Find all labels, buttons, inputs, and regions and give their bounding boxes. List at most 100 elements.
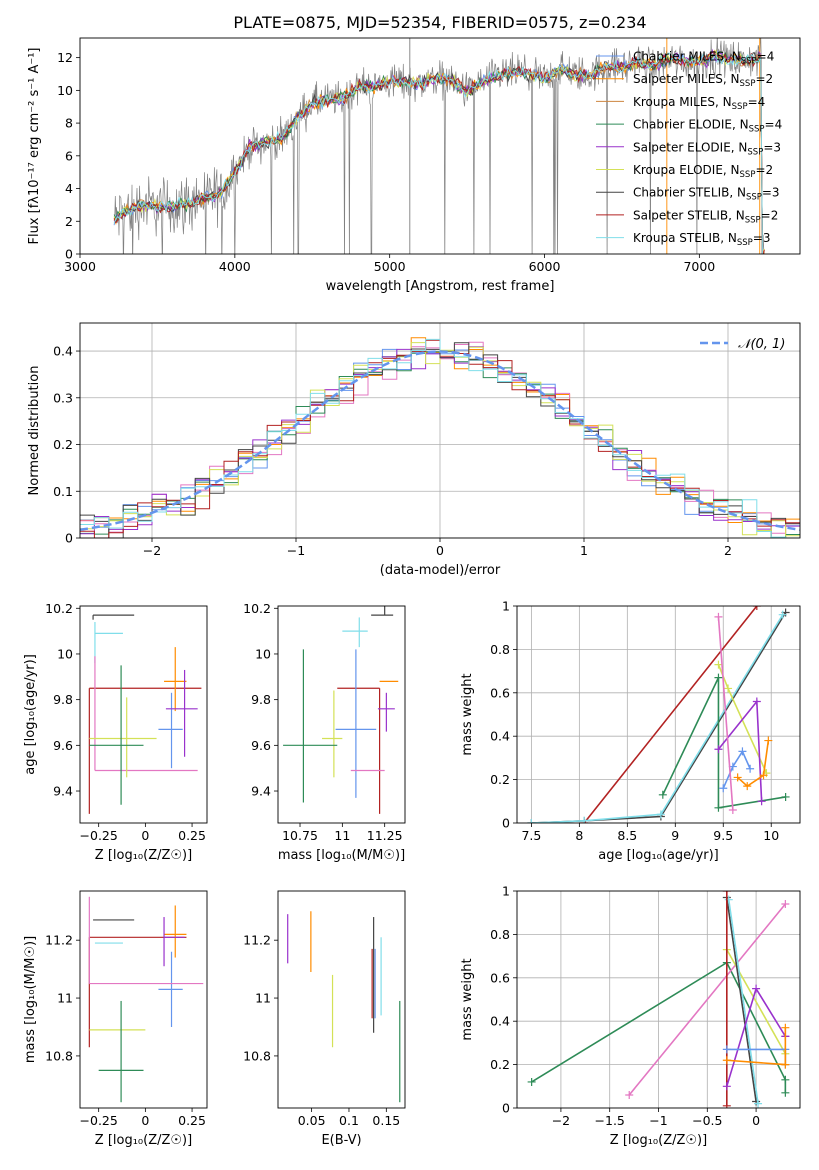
series-marker [719,784,728,793]
y-tick-label: 11.2 [243,933,271,948]
x-axis-label: Z [log₁₀(Z/Z☉)] [95,848,192,863]
x-tick-label: 0.25 [178,828,206,843]
x-tick-label: 2 [724,543,732,558]
series-marker [658,790,667,799]
series-marker [752,697,761,706]
axes-frame [79,890,208,1109]
errorbar-point [337,687,381,814]
model-line [113,52,763,254]
axes-frame [277,890,406,1109]
series-marker [781,1023,790,1032]
legend-entry: Chabrier MILES, NSSP=4 [633,50,774,67]
y-tick-label: 9.6 [53,738,73,753]
panel-age-vs-mass: 10.75 11 11.25 9.4 9.6 9.8 10 10.2 mass [log₁₀(M… [243,601,406,863]
y-tick-label: 10.8 [243,1048,271,1063]
y-tick-label: 10.8 [45,1048,73,1063]
y-tick-label: 0.4 [490,1014,510,1029]
plot-area [113,38,765,254]
y-axis-label: age [log₁₀(age/yr)] [23,654,38,775]
plot-area [283,606,399,814]
x-tick-label: −1 [287,543,305,558]
y-tick-label: 1 [502,599,510,614]
x-axis-label: mass [log₁₀(M/M☉)] [278,848,405,863]
x-tick-label: −0.25 [80,1113,118,1128]
plot-area [287,911,401,1103]
x-tick-label: −2 [143,543,161,558]
series-marker [714,745,723,754]
errorbar-point [89,697,157,778]
axes-frame [79,37,801,255]
x-tick-label: 1 [580,543,588,558]
series-marker [738,747,747,756]
y-tick-label: 0.6 [490,685,510,700]
series-marker [722,1045,731,1054]
series-marker [781,792,790,801]
axes-frame [516,890,801,1109]
y-tick-label: 4 [65,181,73,196]
series-marker [752,984,761,993]
series-marker [722,1101,731,1108]
errorbar-point [88,896,204,985]
x-tick-label: 7000 [683,259,715,274]
x-tick-label: 8.5 [617,828,637,843]
y-tick-label: 0 [502,816,510,831]
series-line [717,616,734,811]
x-axis-label: Z [log₁₀(Z/Z☉)] [610,1133,707,1148]
series-line [583,606,758,823]
series-marker [724,895,733,904]
y-tick-label: 10 [57,83,73,98]
series-marker [757,797,766,806]
x-tick-label: 5000 [374,259,406,274]
series-marker [656,810,665,819]
x-axis-label: age [log₁₀(age/yr)] [598,848,719,863]
plot-area [80,323,800,538]
y-tick-label: 0.1 [53,484,73,499]
y-tick-label: 0.4 [53,344,73,359]
y-tick-label: 10 [255,646,271,661]
panel-spectrum: 3000 4000 5000 6000 7000 0 2 4 6 8 10 12 wavelength … [27,37,801,294]
series-marker [722,1082,731,1091]
series-marker [752,606,761,610]
series-marker [781,1075,790,1084]
series-marker [752,1097,761,1106]
series-marker [764,736,773,745]
y-axis-label: mass weight [460,673,475,755]
x-tick-label: 11 [334,828,350,843]
x-axis-label: (data-model)/error [380,563,501,578]
plot-area [517,606,800,823]
y-tick-label: 0.3 [53,390,73,405]
errorbar-point [88,687,202,814]
legend: 𝒩(0, 1) [700,337,785,352]
errorbar-point [165,669,198,757]
x-axis-label: E(B-V) [321,1133,361,1148]
x-axis-label: Z [log₁₀(Z/Z☉)] [95,1133,192,1148]
plot-area [88,614,202,814]
errorbar-point [283,649,338,803]
series-line [662,677,786,809]
errorbar-point [94,656,198,772]
legend-entry: Chabrier STELIB, NSSP=3 [633,186,780,203]
series-marker [781,900,790,909]
errorbar-point [89,665,144,805]
series-marker [781,1060,790,1069]
axes-frame [79,605,208,824]
legend-entry: Kroupa MILES, NSSP=4 [633,95,765,112]
x-tick-label: −0.5 [692,1113,722,1128]
y-tick-label: 0.6 [490,970,510,985]
series-marker [580,816,589,823]
y-tick-label: 0.2 [53,437,73,452]
series-line [531,612,787,823]
series-marker [527,819,536,823]
x-tick-label: 9 [671,828,679,843]
series-marker [781,1088,790,1097]
figure-title: PLATE=0875, MJD=52354, FIBERID=0575, z=0… [233,13,646,32]
y-tick-label: 10.2 [243,601,271,616]
y-tick-label: 6 [65,148,73,163]
legend: Chabrier MILES, NSSP=4 Salpeter MILES, NS… [596,50,782,248]
series-line [727,899,759,1104]
panel-massweight-vs-Z: −2 −1.5 −1 −0.5 0 0 0.2 0.4 0.6 0.8 1 Z [log₁₀(Z/Z☉… [460,884,801,1148]
plot-area [517,891,800,1108]
x-axis-label: wavelength [Angstrom, rest frame] [326,279,555,294]
errorbar-point [158,692,183,769]
